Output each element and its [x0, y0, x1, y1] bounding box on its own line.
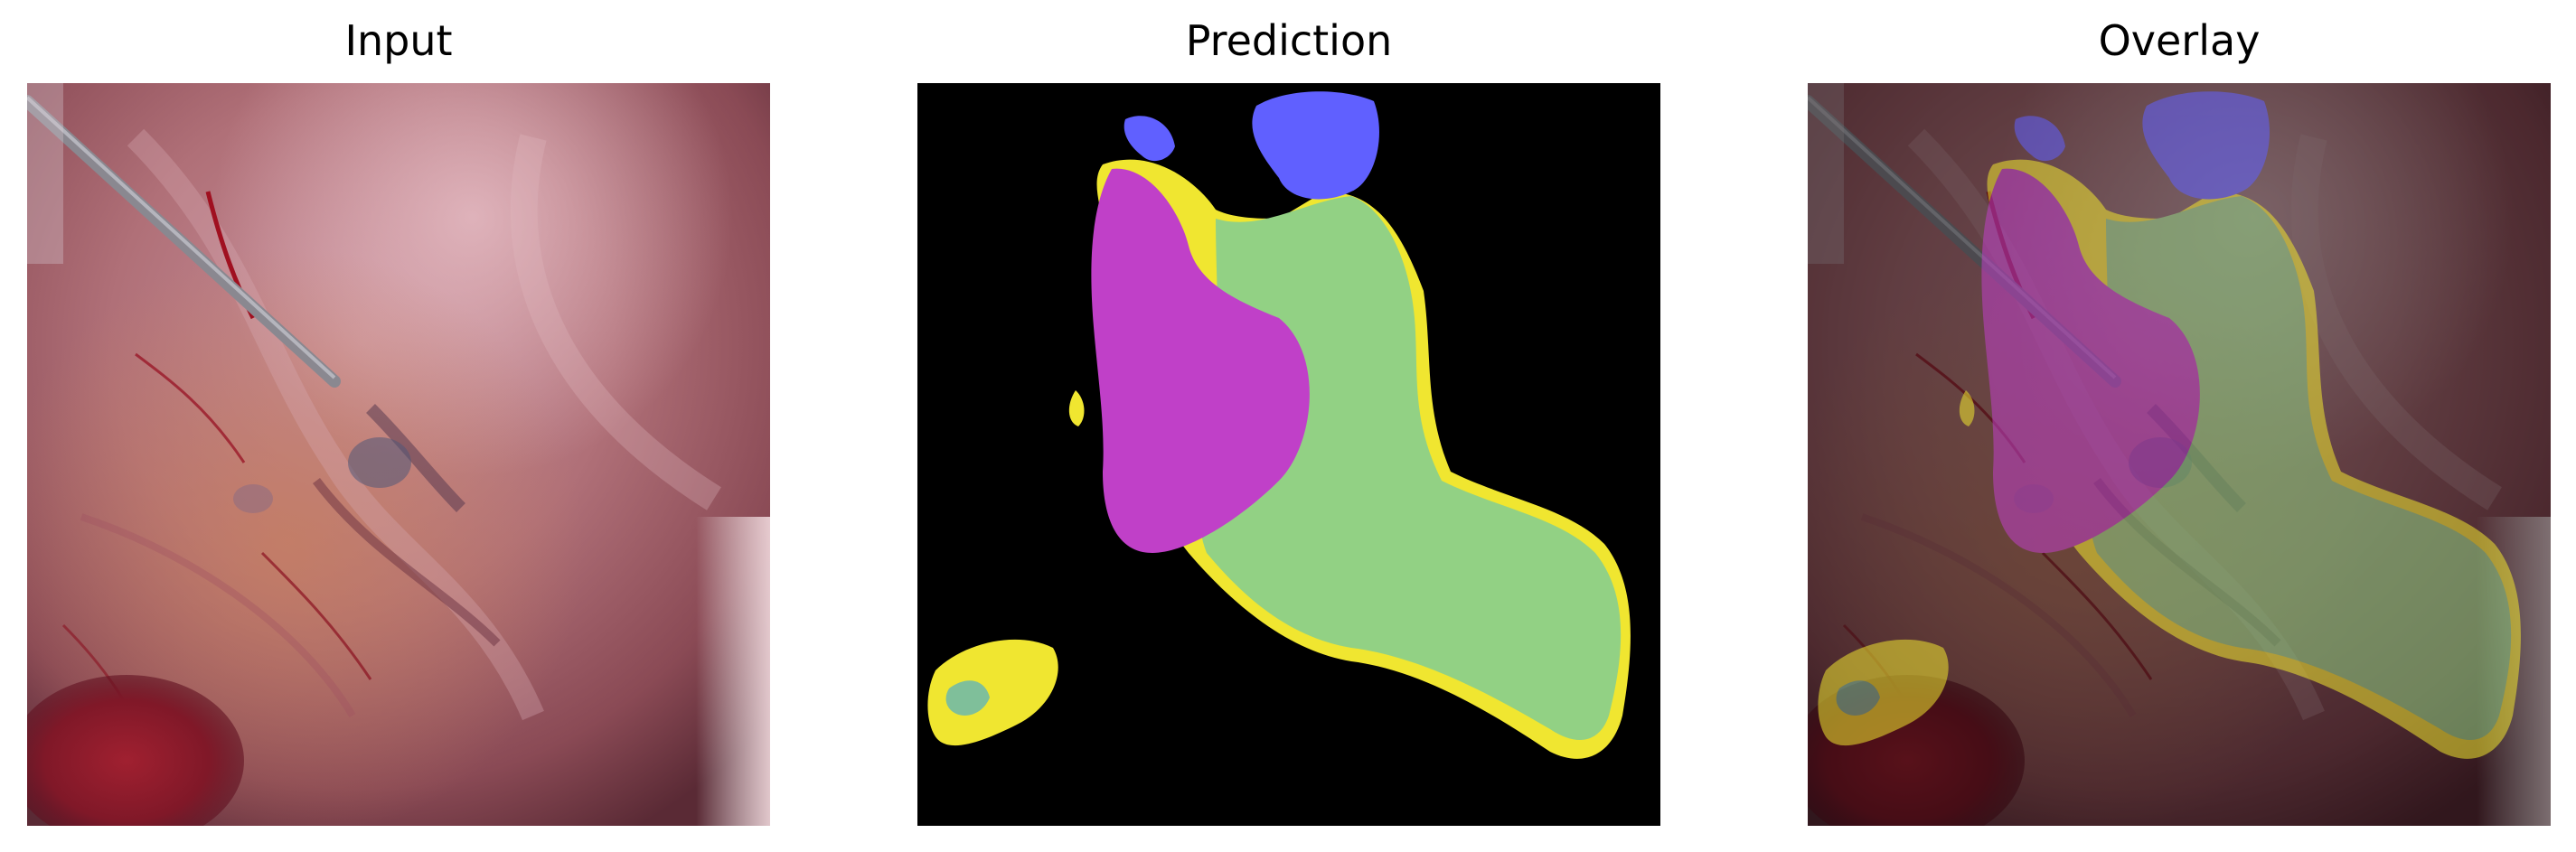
prediction-title: Prediction — [1185, 16, 1393, 65]
prediction-mask — [917, 83, 1660, 826]
overlay-image — [1808, 83, 2551, 826]
input-image — [27, 83, 770, 826]
input-title: Input — [344, 16, 453, 65]
input-panel: Input — [27, 0, 770, 852]
overlay-title: Overlay — [2098, 16, 2261, 65]
prediction-panel: Prediction — [917, 0, 1660, 852]
overlay-panel: Overlay — [1808, 0, 2551, 852]
